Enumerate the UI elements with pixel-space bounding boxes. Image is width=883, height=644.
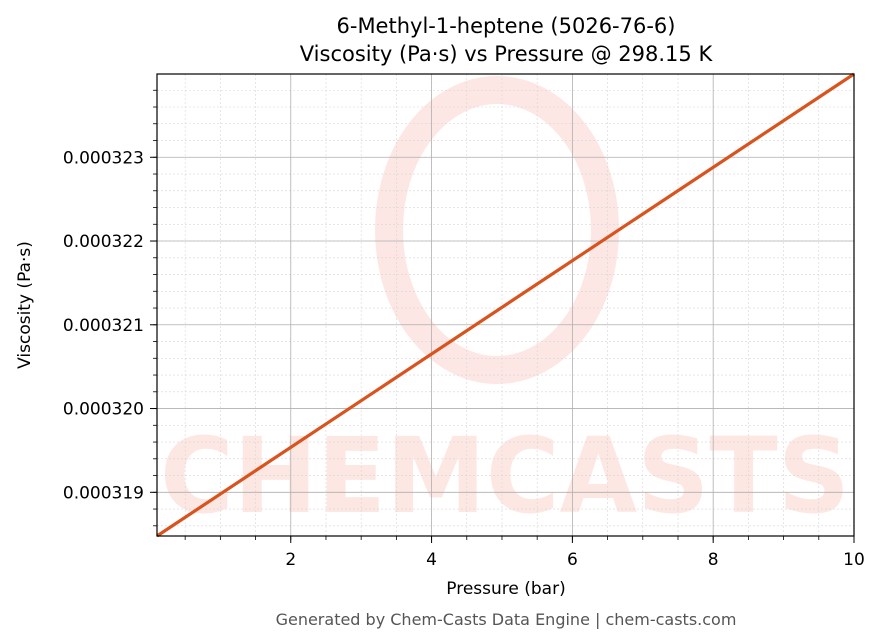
chart-title-line1: 6-Methyl-1-heptene (5026-76-6) [337,14,676,38]
series-line [156,72,855,538]
x-tick-label: 6 [567,550,578,570]
footer-text: Generated by Chem-Casts Data Engine | ch… [276,610,737,629]
y-axis-label: Viscosity (Pa·s) [15,241,35,369]
axis-ticks [150,89,855,543]
x-tick-label: 10 [843,550,865,570]
y-tick-label: 0.000319 [63,483,144,503]
chart-title-line2: Viscosity (Pa·s) vs Pressure @ 298.15 K [300,42,714,66]
series-layer [156,72,855,538]
watermark-text: CHEMCASTS [160,415,850,537]
x-tick-labels: 2 4 6 8 10 [285,550,864,570]
x-tick-label: 8 [708,550,719,570]
minor-grid [157,74,855,536]
y-tick-label: 0.000320 [63,400,144,420]
y-tick-label: 0.000323 [63,148,144,168]
y-tick-label: 0.000322 [63,232,144,252]
y-tick-label: 0.000321 [63,316,144,336]
plot-frame [156,73,855,537]
x-axis-label: Pressure (bar) [446,579,565,599]
x-tick-label: 4 [426,550,437,570]
y-tick-labels: 0.000319 0.000320 0.000321 0.000322 0.000323 [63,148,144,503]
x-tick-label: 2 [285,550,296,570]
